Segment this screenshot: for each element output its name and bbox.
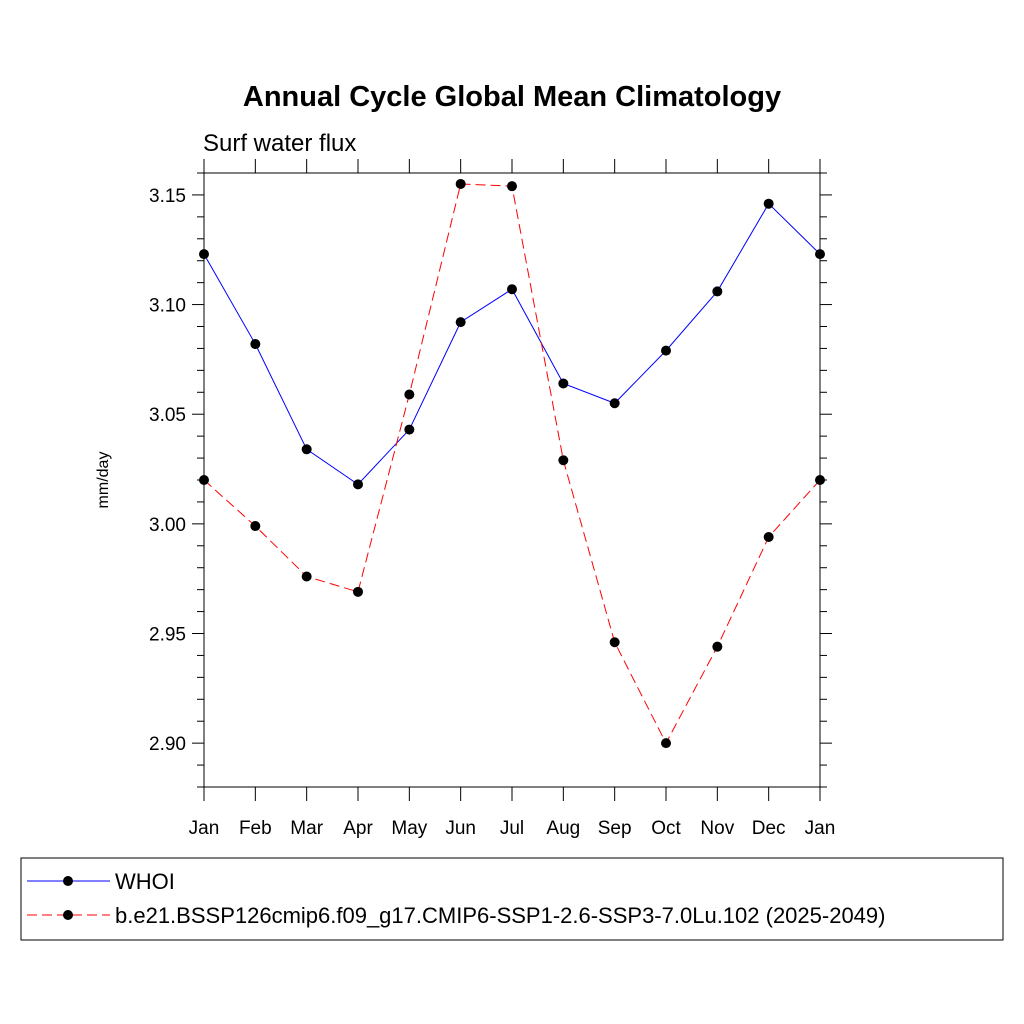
data-point [763,198,774,209]
data-point [455,317,466,328]
chart-title: Annual Cycle Global Mean Climatology [243,81,781,113]
x-tick-label: Jun [445,818,476,839]
axis-ticks [192,159,832,801]
legend-entry-2: b.e21.BSSP126cmip6.f09_g17.CMIP6-SSP1-2.… [27,903,885,928]
legend-entry-1: WHOI [27,869,175,894]
x-tick-label: Mar [290,818,323,839]
legend-marker [63,876,73,886]
data-point [250,521,261,532]
x-tick-label: Jan [805,818,836,839]
x-tick-label: Dec [752,818,786,839]
legend-label: b.e21.BSSP126cmip6.f09_g17.CMIP6-SSP1-2.… [115,903,885,928]
series-line [203,183,821,745]
y-tick-label: 3.10 [149,296,186,317]
chart-subtitle: Surf water flux [203,130,356,157]
data-point [507,181,517,192]
data-point [455,178,466,189]
data-point [507,284,517,295]
y-tick-label: 2.95 [149,625,186,646]
series-layer [199,178,825,749]
data-point [353,479,363,490]
data-point [661,738,671,749]
series-line [203,202,821,486]
x-tick-labels: Jan Feb Mar Apr May Jun Jul Aug Sep Oct Nov Dec Jan [189,818,836,839]
x-tick-label: Nov [700,818,734,839]
x-tick-label: Sep [598,818,632,839]
data-point [301,444,312,455]
y-tick-label: 3.15 [149,186,186,207]
data-point [609,398,620,409]
data-point [763,532,774,543]
series-1 [199,198,825,490]
x-tick-label: Aug [546,818,580,839]
data-point [558,378,569,389]
x-tick-label: Jan [189,818,220,839]
legend-box [20,857,1004,941]
y-tick-label: 3.00 [149,515,186,536]
plot-frame [203,172,821,788]
data-point [712,286,723,297]
data-point [301,571,312,582]
y-axis-label: mm/day [95,452,112,509]
x-tick-label: Feb [239,818,272,839]
data-point [250,339,261,350]
x-tick-label: Jul [500,818,524,839]
data-point [558,455,569,466]
x-tick-label: May [391,818,427,839]
legend-label: WHOI [115,869,175,894]
data-point [661,345,671,356]
data-point [404,389,415,400]
y-tick-label: 2.90 [149,734,186,755]
legend: WHOI b.e21.BSSP126cmip6.f09_g17.CMIP6-SSP… [20,857,1004,941]
x-tick-label: Oct [651,818,681,839]
x-tick-label: Apr [343,818,373,839]
legend-marker [63,910,73,920]
y-tick-label: 3.05 [149,405,186,426]
data-point [712,641,723,652]
y-tick-labels: 2.90 2.95 3.00 3.05 3.10 3.15 [149,186,186,755]
data-point [353,586,363,597]
data-point [404,424,415,435]
data-point [609,637,620,648]
series-2 [199,178,825,749]
